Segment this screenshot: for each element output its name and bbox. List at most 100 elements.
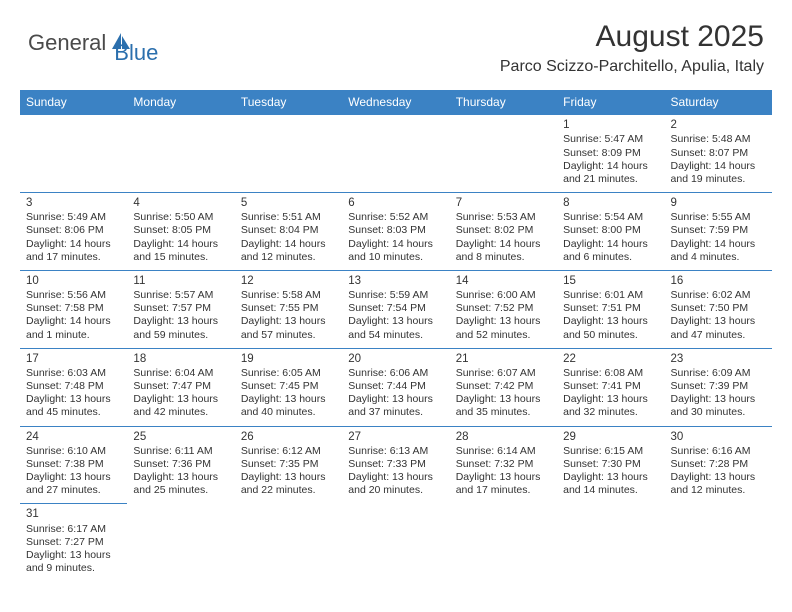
cell-detail: Sunset: 7:39 PM	[671, 380, 766, 393]
weekday-header: Sunday	[20, 90, 127, 115]
cell-detail: Sunrise: 5:49 AM	[26, 211, 121, 224]
calendar-cell: 6Sunrise: 5:52 AMSunset: 8:03 PMDaylight…	[342, 192, 449, 270]
day-number: 28	[456, 430, 551, 444]
day-number: 7	[456, 196, 551, 210]
day-number: 30	[671, 430, 766, 444]
calendar-cell	[127, 504, 234, 581]
cell-detail: Daylight: 13 hours	[456, 315, 551, 328]
cell-detail: Sunset: 7:42 PM	[456, 380, 551, 393]
cell-detail: Sunrise: 5:58 AM	[241, 289, 336, 302]
cell-detail: Sunset: 7:35 PM	[241, 458, 336, 471]
calendar-cell: 19Sunrise: 6:05 AMSunset: 7:45 PMDayligh…	[235, 348, 342, 426]
cell-detail: and 17 minutes.	[26, 251, 121, 264]
cell-detail: Daylight: 13 hours	[133, 315, 228, 328]
weekday-header: Saturday	[665, 90, 772, 115]
cell-detail: and 30 minutes.	[671, 406, 766, 419]
day-number: 18	[133, 352, 228, 366]
cell-detail: Sunrise: 5:54 AM	[563, 211, 658, 224]
logo-word-general: General	[28, 30, 106, 56]
calendar-cell: 10Sunrise: 5:56 AMSunset: 7:58 PMDayligh…	[20, 270, 127, 348]
day-number: 1	[563, 118, 658, 132]
cell-detail: Sunrise: 6:13 AM	[348, 445, 443, 458]
cell-detail: Sunset: 7:51 PM	[563, 302, 658, 315]
cell-detail: Daylight: 13 hours	[133, 393, 228, 406]
cell-detail: and 52 minutes.	[456, 329, 551, 342]
logo: General Blue	[28, 20, 158, 66]
cell-detail: Daylight: 13 hours	[241, 471, 336, 484]
cell-detail: and 12 minutes.	[671, 484, 766, 497]
calendar-row: 24Sunrise: 6:10 AMSunset: 7:38 PMDayligh…	[20, 426, 772, 504]
calendar-cell	[450, 115, 557, 193]
cell-detail: Daylight: 14 hours	[456, 238, 551, 251]
cell-detail: Sunset: 7:45 PM	[241, 380, 336, 393]
cell-detail: Sunrise: 5:55 AM	[671, 211, 766, 224]
day-number: 9	[671, 196, 766, 210]
cell-detail: and 6 minutes.	[563, 251, 658, 264]
month-title: August 2025	[500, 20, 764, 54]
logo-word-blue: Blue	[114, 40, 158, 66]
cell-detail: Sunset: 7:41 PM	[563, 380, 658, 393]
calendar-cell	[235, 115, 342, 193]
calendar-body: 1Sunrise: 5:47 AMSunset: 8:09 PMDaylight…	[20, 115, 772, 582]
cell-detail: Daylight: 13 hours	[563, 393, 658, 406]
cell-detail: Sunset: 7:27 PM	[26, 536, 121, 549]
calendar-cell: 30Sunrise: 6:16 AMSunset: 7:28 PMDayligh…	[665, 426, 772, 504]
cell-detail: Sunset: 8:04 PM	[241, 224, 336, 237]
calendar-cell: 27Sunrise: 6:13 AMSunset: 7:33 PMDayligh…	[342, 426, 449, 504]
cell-detail: Sunrise: 6:02 AM	[671, 289, 766, 302]
cell-detail: and 35 minutes.	[456, 406, 551, 419]
cell-detail: Sunset: 7:52 PM	[456, 302, 551, 315]
calendar-row: 10Sunrise: 5:56 AMSunset: 7:58 PMDayligh…	[20, 270, 772, 348]
cell-detail: Sunrise: 6:10 AM	[26, 445, 121, 458]
day-number: 27	[348, 430, 443, 444]
calendar-cell: 26Sunrise: 6:12 AMSunset: 7:35 PMDayligh…	[235, 426, 342, 504]
cell-detail: Sunset: 7:50 PM	[671, 302, 766, 315]
cell-detail: Daylight: 14 hours	[563, 238, 658, 251]
cell-detail: Sunrise: 6:16 AM	[671, 445, 766, 458]
cell-detail: Sunrise: 6:12 AM	[241, 445, 336, 458]
calendar-cell: 2Sunrise: 5:48 AMSunset: 8:07 PMDaylight…	[665, 115, 772, 193]
day-number: 4	[133, 196, 228, 210]
cell-detail: and 54 minutes.	[348, 329, 443, 342]
cell-detail: and 37 minutes.	[348, 406, 443, 419]
cell-detail: Sunrise: 5:53 AM	[456, 211, 551, 224]
cell-detail: Sunset: 7:59 PM	[671, 224, 766, 237]
calendar-cell: 8Sunrise: 5:54 AMSunset: 8:00 PMDaylight…	[557, 192, 664, 270]
cell-detail: and 19 minutes.	[671, 173, 766, 186]
calendar-cell: 23Sunrise: 6:09 AMSunset: 7:39 PMDayligh…	[665, 348, 772, 426]
cell-detail: Daylight: 14 hours	[671, 160, 766, 173]
cell-detail: Daylight: 13 hours	[671, 471, 766, 484]
day-number: 8	[563, 196, 658, 210]
cell-detail: Daylight: 13 hours	[671, 315, 766, 328]
header: General Blue August 2025 Parco Scizzo-Pa…	[0, 0, 792, 84]
cell-detail: Sunrise: 5:56 AM	[26, 289, 121, 302]
weekday-header: Tuesday	[235, 90, 342, 115]
cell-detail: and 47 minutes.	[671, 329, 766, 342]
calendar-cell: 13Sunrise: 5:59 AMSunset: 7:54 PMDayligh…	[342, 270, 449, 348]
day-number: 24	[26, 430, 121, 444]
cell-detail: Daylight: 13 hours	[26, 471, 121, 484]
cell-detail: and 17 minutes.	[456, 484, 551, 497]
cell-detail: Daylight: 13 hours	[348, 393, 443, 406]
cell-detail: and 27 minutes.	[26, 484, 121, 497]
cell-detail: Sunrise: 5:48 AM	[671, 133, 766, 146]
cell-detail: and 1 minute.	[26, 329, 121, 342]
cell-detail: Sunset: 7:33 PM	[348, 458, 443, 471]
calendar-cell	[235, 504, 342, 581]
cell-detail: Daylight: 13 hours	[348, 471, 443, 484]
day-number: 26	[241, 430, 336, 444]
cell-detail: Daylight: 13 hours	[241, 393, 336, 406]
cell-detail: Sunrise: 6:06 AM	[348, 367, 443, 380]
cell-detail: and 20 minutes.	[348, 484, 443, 497]
calendar-cell: 24Sunrise: 6:10 AMSunset: 7:38 PMDayligh…	[20, 426, 127, 504]
calendar-cell: 9Sunrise: 5:55 AMSunset: 7:59 PMDaylight…	[665, 192, 772, 270]
cell-detail: Sunset: 7:36 PM	[133, 458, 228, 471]
day-number: 31	[26, 507, 121, 521]
cell-detail: Sunrise: 5:59 AM	[348, 289, 443, 302]
day-number: 11	[133, 274, 228, 288]
calendar-cell: 14Sunrise: 6:00 AMSunset: 7:52 PMDayligh…	[450, 270, 557, 348]
cell-detail: Sunset: 8:05 PM	[133, 224, 228, 237]
cell-detail: Sunset: 7:44 PM	[348, 380, 443, 393]
cell-detail: Daylight: 14 hours	[133, 238, 228, 251]
calendar-cell	[665, 504, 772, 581]
